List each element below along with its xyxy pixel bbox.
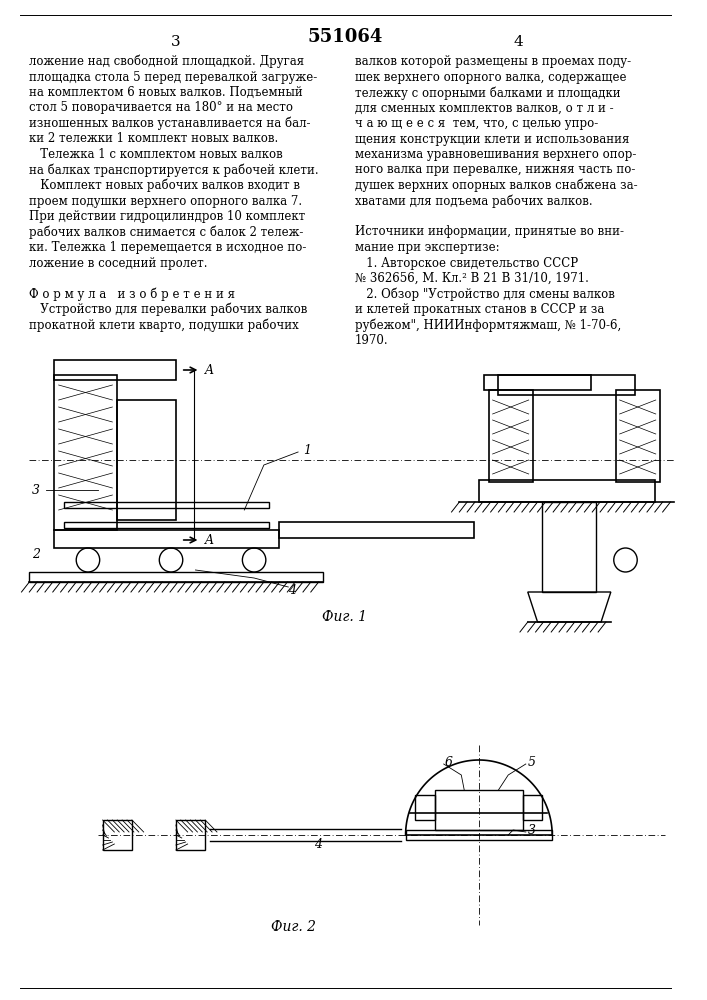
- Text: душек верхних опорных валков снабжена за-: душек верхних опорных валков снабжена за…: [355, 179, 638, 192]
- Bar: [435, 790, 523, 830]
- Bar: [523, 795, 542, 820]
- Text: 6: 6: [445, 756, 452, 768]
- Bar: [29, 572, 322, 582]
- Text: для сменных комплектов валков, о т л и -: для сменных комплектов валков, о т л и -: [355, 102, 614, 114]
- Text: и клетей прокатных станов в СССР и за: и клетей прокатных станов в СССР и за: [355, 303, 604, 316]
- Bar: [406, 830, 552, 840]
- Bar: [484, 375, 591, 390]
- Bar: [498, 375, 636, 395]
- Text: 4: 4: [315, 838, 322, 852]
- Text: A: A: [205, 534, 214, 546]
- Bar: [279, 522, 474, 538]
- Text: механизма уравновешивания верхнего опор-: механизма уравновешивания верхнего опор-: [355, 148, 636, 161]
- Text: рабочих валков снимается с балок 2 тележ-: рабочих валков снимается с балок 2 тележ…: [29, 226, 304, 239]
- Text: проем подушки верхнего опорного валка 7.: проем подушки верхнего опорного валка 7.: [29, 194, 303, 208]
- Text: 551064: 551064: [308, 28, 382, 46]
- Text: тележку с опорными балками и площадки: тележку с опорными балками и площадки: [355, 86, 621, 100]
- Text: валков которой размещены в проемах поду-: валков которой размещены в проемах поду-: [355, 55, 631, 68]
- Text: ки 2 тележки 1 комплект новых валков.: ки 2 тележки 1 комплект новых валков.: [29, 132, 279, 145]
- Bar: [176, 820, 205, 850]
- Text: 1970.: 1970.: [355, 334, 388, 347]
- Text: 1: 1: [303, 444, 311, 456]
- Text: ки. Тележка 1 перемещается в исходное по-: ки. Тележка 1 перемещается в исходное по…: [29, 241, 307, 254]
- Text: 2: 2: [33, 548, 40, 562]
- Bar: [54, 360, 176, 380]
- Text: Источники информации, принятые во вни-: Источники информации, принятые во вни-: [355, 226, 624, 238]
- Text: Ф о р м у л а   и з о б р е т е н и я: Ф о р м у л а и з о б р е т е н и я: [29, 288, 235, 301]
- Bar: [103, 820, 132, 850]
- Bar: [616, 390, 660, 482]
- Text: на комплектом 6 новых валков. Подъемный: на комплектом 6 новых валков. Подъемный: [29, 86, 303, 99]
- Text: ч а ю щ е е с я  тем, что, с целью упро-: ч а ю щ е е с я тем, что, с целью упро-: [355, 117, 598, 130]
- Bar: [54, 530, 279, 548]
- Text: ложение в соседний пролет.: ложение в соседний пролет.: [29, 256, 208, 269]
- Text: хватами для подъема рабочих валков.: хватами для подъема рабочих валков.: [355, 194, 592, 208]
- Bar: [117, 400, 176, 520]
- Text: ложение над свободной площадкой. Другая: ложение над свободной площадкой. Другая: [29, 55, 305, 68]
- Text: прокатной клети кварто, подушки рабочих: прокатной клети кварто, подушки рабочих: [29, 318, 299, 332]
- Text: изношенных валков устанавливается на бал-: изношенных валков устанавливается на бал…: [29, 117, 311, 130]
- Text: 3: 3: [33, 484, 40, 496]
- Text: 2. Обзор "Устройство для смены валков: 2. Обзор "Устройство для смены валков: [355, 288, 614, 301]
- Text: Тележка 1 с комплектом новых валков: Тележка 1 с комплектом новых валков: [29, 148, 283, 161]
- Text: 3: 3: [527, 824, 536, 836]
- Text: Комплект новых рабочих валков входит в: Комплект новых рабочих валков входит в: [29, 179, 300, 192]
- Text: Устройство для перевалки рабочих валков: Устройство для перевалки рабочих валков: [29, 303, 308, 316]
- Bar: [64, 522, 269, 528]
- Bar: [479, 480, 655, 502]
- Text: на балках транспортируется к рабочей клети.: на балках транспортируется к рабочей кле…: [29, 163, 319, 177]
- Text: мание при экспертизе:: мание при экспертизе:: [355, 241, 499, 254]
- Text: 1. Авторское свидетельство СССР: 1. Авторское свидетельство СССР: [355, 256, 578, 269]
- Text: A: A: [205, 363, 214, 376]
- Text: шек верхнего опорного валка, содержащее: шек верхнего опорного валка, содержащее: [355, 70, 626, 84]
- Text: № 362656, М. Кл.² В 21 В 31/10, 1971.: № 362656, М. Кл.² В 21 В 31/10, 1971.: [355, 272, 589, 285]
- Text: Фиг. 1: Фиг. 1: [322, 610, 368, 624]
- Text: 3: 3: [171, 35, 181, 49]
- Text: ного валка при перевалке, нижняя часть по-: ного валка при перевалке, нижняя часть п…: [355, 163, 635, 176]
- Text: площадка стола 5 перед перевалкой загруже-: площадка стола 5 перед перевалкой загруж…: [29, 70, 317, 84]
- Text: щения конструкции клети и использования: щения конструкции клети и использования: [355, 132, 629, 145]
- Bar: [416, 795, 435, 820]
- Text: стол 5 поворачивается на 180° и на место: стол 5 поворачивается на 180° и на место: [29, 102, 293, 114]
- Text: рубежом", НИИИнформтяжмаш, № 1-70-6,: рубежом", НИИИнформтяжмаш, № 1-70-6,: [355, 318, 621, 332]
- Bar: [54, 375, 117, 530]
- Text: 4: 4: [513, 35, 523, 49]
- Bar: [64, 502, 269, 508]
- Bar: [489, 390, 532, 482]
- Bar: [542, 502, 596, 592]
- Text: При действии гидроцилиндров 10 комплект: При действии гидроцилиндров 10 комплект: [29, 210, 305, 223]
- Text: 5: 5: [527, 756, 536, 768]
- Text: 4: 4: [288, 584, 296, 596]
- Text: Фиг. 2: Фиг. 2: [271, 920, 316, 934]
